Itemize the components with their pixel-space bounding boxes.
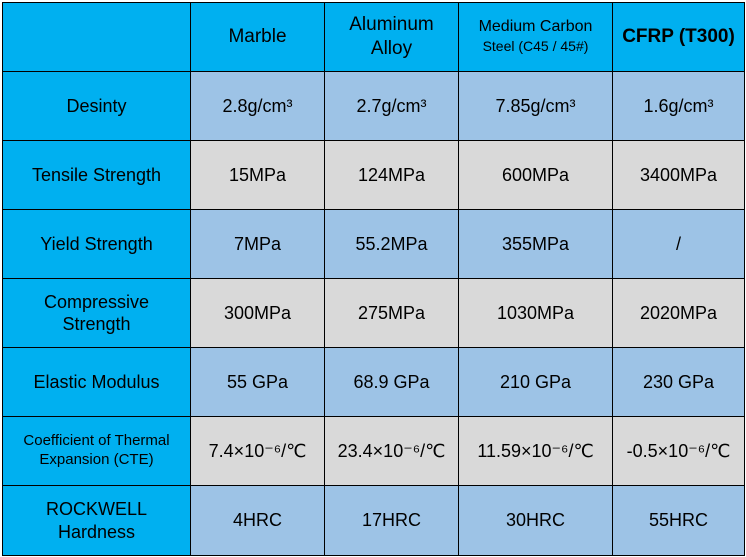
cell-tensile-marble: 15MPa — [190, 140, 325, 210]
row-label-tensile-strength: Tensile Strength — [2, 140, 191, 210]
cell-hardness-marble: 4HRC — [190, 485, 325, 556]
row-label-line1: Coefficient of Thermal — [23, 432, 170, 450]
row-yield-strength: Yield Strength 7MPa 55.2MPa 355MPa / — [2, 209, 745, 279]
row-label-line1: Compressive — [43, 291, 150, 312]
cell-yield-aluminum: 55.2MPa — [324, 209, 459, 279]
row-rockwell-hardness: ROCKWELL Hardness 4HRC 17HRC 30HRC 55HRC — [2, 485, 745, 556]
cell-cte-cfrp: -0.5×10⁻⁶/℃ — [612, 416, 745, 486]
row-label-compressive-strength: Compressive Strength — [2, 278, 191, 348]
row-elastic-modulus: Elastic Modulus 55 GPa 68.9 GPa 210 GPa … — [2, 347, 745, 417]
column-header-steel-line1: Medium Carbon — [478, 18, 593, 35]
column-header-marble-text: Marble — [228, 26, 287, 48]
row-label-rockwell-hardness: ROCKWELL Hardness — [2, 485, 191, 556]
column-header-steel-line2: Steel (C45 / 45#) — [482, 38, 589, 54]
cell-compressive-steel: 1030MPa — [458, 278, 613, 348]
column-header-aluminum-line1: Aluminum — [349, 14, 434, 36]
column-header-medium-carbon-steel: Medium Carbon Steel (C45 / 45#) — [458, 2, 613, 72]
row-tensile-strength: Tensile Strength 15MPa 124MPa 600MPa 340… — [2, 140, 745, 210]
row-label-text: Elastic Modulus — [33, 371, 160, 392]
cell-hardness-aluminum: 17HRC — [324, 485, 459, 556]
cell-compressive-marble: 300MPa — [190, 278, 325, 348]
cell-tensile-steel: 600MPa — [458, 140, 613, 210]
cell-cte-aluminum: 23.4×10⁻⁶/℃ — [324, 416, 459, 486]
header-row: Marble Aluminum Alloy Medium Carbon Stee… — [2, 2, 745, 72]
cell-cte-marble: 7.4×10⁻⁶/℃ — [190, 416, 325, 486]
cell-compressive-aluminum: 275MPa — [324, 278, 459, 348]
row-label-text: Yield Strength — [40, 233, 153, 254]
row-label-line2: Expansion (CTE) — [39, 451, 154, 468]
cell-density-marble: 2.8g/cm³ — [190, 71, 325, 141]
cell-compressive-cfrp: 2020MPa — [612, 278, 745, 348]
row-compressive-strength: Compressive Strength 300MPa 275MPa 1030M… — [2, 278, 745, 348]
cell-cte-steel: 11.59×10⁻⁶/℃ — [458, 416, 613, 486]
row-label-text: Tensile Strength — [31, 164, 162, 185]
cell-modulus-marble: 55 GPa — [190, 347, 325, 417]
row-label-line2: Hardness — [57, 521, 136, 542]
column-header-cfrp-text: CFRP (T300) — [622, 26, 735, 48]
cell-modulus-cfrp: 230 GPa — [612, 347, 745, 417]
cell-yield-cfrp: / — [612, 209, 745, 279]
column-header-marble: Marble — [190, 2, 325, 72]
cell-modulus-steel: 210 GPa — [458, 347, 613, 417]
cell-tensile-cfrp: 3400MPa — [612, 140, 745, 210]
row-label-yield-strength: Yield Strength — [2, 209, 191, 279]
row-label-line1: ROCKWELL — [45, 499, 148, 519]
cell-density-aluminum: 2.7g/cm³ — [324, 71, 459, 141]
column-header-aluminum-line2: Alloy — [370, 38, 413, 59]
row-label-text: Desinty — [66, 95, 127, 116]
row-label-elastic-modulus: Elastic Modulus — [2, 347, 191, 417]
column-header-cfrp: CFRP (T300) — [612, 2, 745, 72]
cell-density-cfrp: 1.6g/cm³ — [612, 71, 745, 141]
cell-tensile-aluminum: 124MPa — [324, 140, 459, 210]
row-density: Desinty 2.8g/cm³ 2.7g/cm³ 7.85g/cm³ 1.6g… — [2, 71, 745, 141]
row-label-line2: Strength — [62, 314, 131, 334]
cell-modulus-aluminum: 68.9 GPa — [324, 347, 459, 417]
cell-hardness-cfrp: 55HRC — [612, 485, 745, 556]
cell-yield-steel: 355MPa — [458, 209, 613, 279]
corner-cell — [2, 2, 191, 72]
cell-yield-marble: 7MPa — [190, 209, 325, 279]
column-header-aluminum-alloy: Aluminum Alloy — [324, 2, 459, 72]
cell-hardness-steel: 30HRC — [458, 485, 613, 556]
row-label-thermal-expansion: Coefficient of Thermal Expansion (CTE) — [2, 416, 191, 486]
cell-density-steel: 7.85g/cm³ — [458, 71, 613, 141]
row-label-density: Desinty — [2, 71, 191, 141]
row-thermal-expansion: Coefficient of Thermal Expansion (CTE) 7… — [2, 416, 745, 486]
